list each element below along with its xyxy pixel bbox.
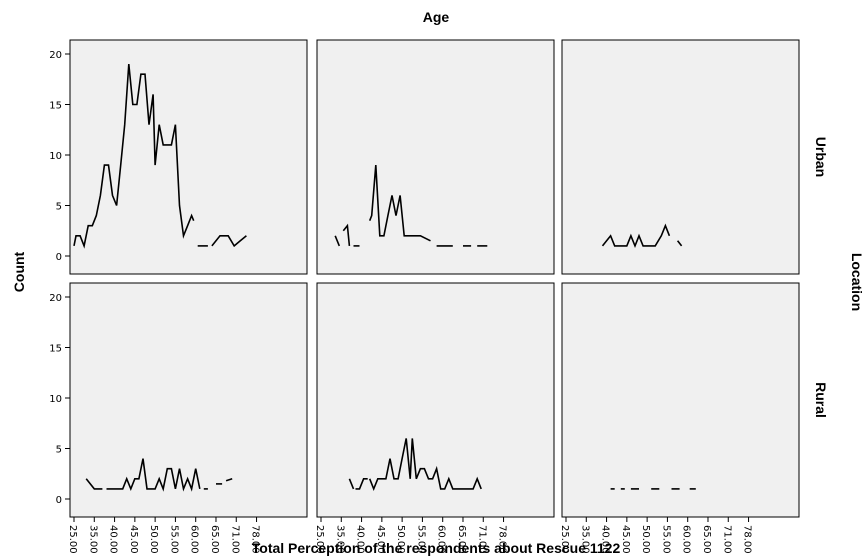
panel-frame	[316, 282, 555, 518]
series-line-segment	[211, 235, 247, 248]
x-tick-label: 60.00	[436, 525, 447, 554]
panel-frame	[561, 282, 800, 518]
panels-layer: 20 to 2930 to 3940 and AboveUrbanRural05…	[49, 39, 829, 554]
x-tick-label: 65.00	[701, 525, 712, 554]
y-tick-label: 0	[56, 495, 62, 506]
panel-rural-2	[561, 282, 800, 518]
series-line-segment	[601, 223, 671, 249]
x-tick-label: 65.00	[209, 525, 220, 554]
series-line-segment	[342, 223, 351, 246]
panel-urban-2	[561, 39, 800, 275]
series-line-segment	[355, 477, 368, 490]
x-axis-label: Total Perception of the respondents abou…	[252, 540, 621, 556]
x-tick-label: 40.00	[108, 525, 119, 554]
y-tick-label: 10	[49, 151, 62, 162]
x-tick-label: 50.00	[148, 525, 159, 554]
x-tick-label: 35.00	[87, 525, 98, 554]
y-tick-label: 0	[56, 252, 62, 263]
x-tick-label: 78.00	[250, 525, 261, 554]
y-tick-label: 5	[56, 202, 62, 213]
panel-rural-0	[69, 282, 308, 518]
x-tick-label: 45.00	[375, 525, 386, 554]
panel-urban-1	[316, 39, 555, 275]
column-panel-title: Age	[423, 9, 450, 25]
panel-rural-1	[316, 282, 555, 518]
x-tick-label: 35.00	[334, 525, 345, 554]
x-tick-label: 50.00	[395, 525, 406, 554]
x-tick-label: 65.00	[456, 525, 467, 554]
y-tick-label: 10	[49, 394, 62, 405]
x-tick-label: 55.00	[415, 525, 426, 554]
series-line-segment	[73, 64, 195, 249]
series-line-segment	[334, 235, 341, 247]
row-header-rural: Rural	[813, 382, 829, 418]
x-tick-label: 40.00	[600, 525, 611, 554]
y-tick-label: 20	[49, 293, 62, 304]
panel-frame	[69, 282, 308, 518]
series-line-segment	[106, 458, 201, 492]
x-tick-label: 60.00	[681, 525, 692, 554]
x-tick-label: 78.00	[742, 525, 753, 554]
x-tick-label: 60.00	[189, 525, 200, 554]
panel-frame	[69, 39, 308, 275]
x-tick-label: 55.00	[660, 525, 671, 554]
x-tick-label: 25.00	[67, 525, 78, 554]
x-tick-label: 25.00	[559, 525, 570, 554]
x-tick-label: 45.00	[128, 525, 139, 554]
y-tick-label: 20	[49, 50, 62, 61]
series-line-segment	[348, 478, 355, 490]
y-tick-label: 15	[49, 101, 62, 112]
x-tick-label: 71.00	[229, 525, 240, 554]
row-panel-title: Location	[849, 253, 865, 311]
y-tick-label: 5	[56, 445, 62, 456]
panel-frame	[561, 39, 800, 275]
series-line-segment	[225, 478, 233, 482]
panel-frame	[316, 39, 555, 275]
y-tick-label: 15	[49, 344, 62, 355]
x-tick-label: 71.00	[476, 525, 487, 554]
x-tick-label: 71.00	[721, 525, 732, 554]
x-tick-label: 50.00	[640, 525, 651, 554]
series-line-segment	[676, 240, 683, 247]
x-tick-label: 78.00	[497, 525, 508, 554]
series-line-segment	[368, 438, 482, 492]
x-tick-label: 45.00	[620, 525, 631, 554]
series-line-segment	[85, 478, 103, 490]
x-tick-label: 40.00	[355, 525, 366, 554]
series-line-segment	[368, 165, 431, 242]
panel-urban-0	[69, 39, 308, 275]
x-tick-label: 35.00	[579, 525, 590, 554]
x-tick-label: 25.00	[314, 525, 325, 554]
row-header-urban: Urban	[813, 137, 829, 177]
y-axis-label: Count	[11, 251, 27, 292]
x-tick-label: 55.00	[168, 525, 179, 554]
